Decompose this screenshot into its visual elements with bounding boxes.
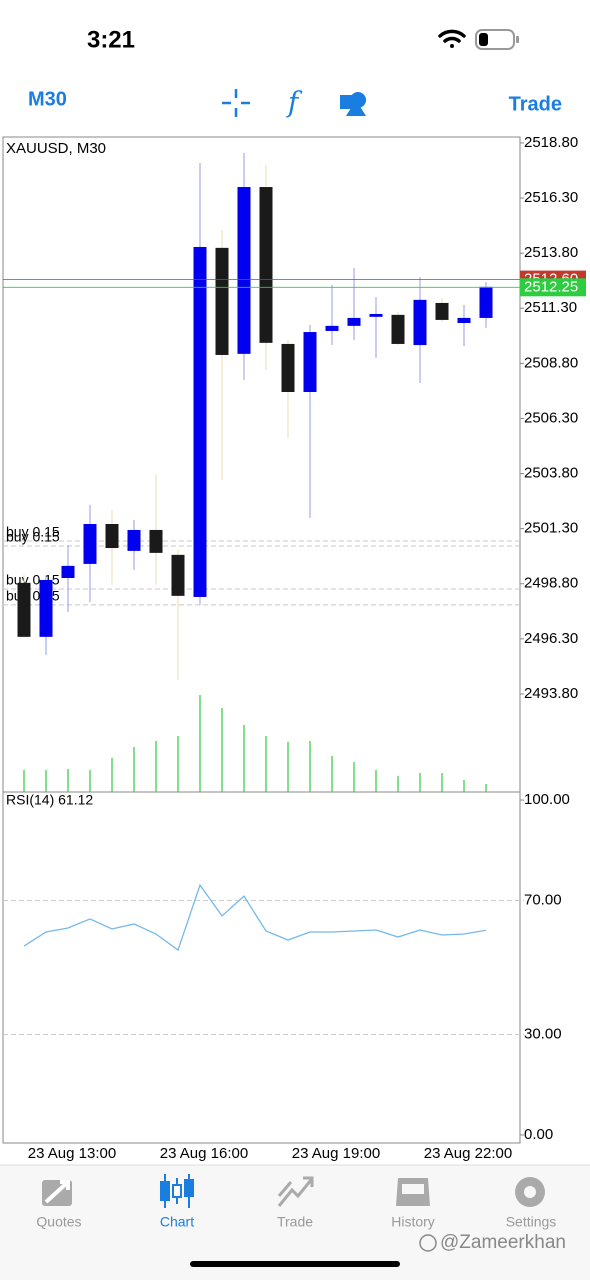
candle-body — [413, 299, 427, 346]
y-tick-label: 2503.80 — [524, 465, 578, 482]
tab-label[interactable]: Trade — [277, 1214, 313, 1230]
tab-label[interactable]: Settings — [506, 1214, 557, 1230]
y-tick-label: 70.00 — [524, 891, 562, 908]
candle-body — [281, 343, 295, 392]
candle-body — [391, 314, 405, 344]
status-time: 3:21 — [87, 26, 135, 53]
order-label: buy 0.15 — [6, 524, 60, 540]
timeframe-button[interactable]: M30 — [28, 88, 67, 110]
history-icon — [396, 1178, 430, 1206]
battery-icon — [475, 29, 519, 50]
candle-body — [127, 529, 141, 551]
candle-body — [259, 187, 273, 343]
candle-body — [457, 317, 471, 324]
crosshair-button[interactable] — [222, 89, 250, 117]
candle-body — [149, 529, 163, 553]
y-tick-label: 2516.30 — [524, 189, 578, 206]
plot: 2518.80 2516.30 2513.80 2511.30 2508.80 2506.… — [3, 134, 586, 1162]
y-tick-label: 2493.80 — [524, 685, 578, 702]
objects-button[interactable] — [340, 92, 366, 116]
x-tick-label: 23 Aug 19:00 — [292, 1145, 380, 1162]
rsi-line — [23, 883, 487, 952]
y-tick-label: 2511.30 — [524, 299, 577, 316]
y-tick-label: 30.00 — [524, 1025, 562, 1042]
settings-icon — [515, 1177, 545, 1207]
order-label: buy 0.15 — [6, 529, 60, 545]
x-tick-label: 23 Aug 22:00 — [424, 1145, 512, 1162]
y-tick-label: 2513.80 — [524, 244, 578, 261]
candle-body — [435, 302, 449, 320]
watermark-icon — [419, 1234, 437, 1252]
watermark: @Zameerkhan — [440, 1232, 566, 1253]
trade-button[interactable]: Trade — [509, 93, 562, 115]
tab-label[interactable]: Chart — [160, 1214, 194, 1230]
wifi-icon — [438, 29, 466, 48]
y-tick-label: 100.00 — [524, 791, 570, 808]
y-tick-label: 2501.30 — [524, 520, 578, 537]
candle-body — [369, 313, 383, 317]
candle-body — [479, 286, 493, 318]
rsi-title: RSI(14) 61.12 — [6, 792, 93, 808]
tab-label[interactable]: Quotes — [36, 1214, 81, 1230]
bid-label-bg — [520, 278, 586, 297]
tab-labels: Quotes Chart Trade History Settings — [36, 1214, 556, 1230]
x-tick-label: 23 Aug 13:00 — [28, 1145, 116, 1162]
chart-icon — [160, 1174, 194, 1208]
candle-body — [83, 524, 97, 564]
bid-label: 2512.25 — [524, 278, 578, 295]
y-tick-label: 2518.80 — [524, 134, 578, 151]
indicators-button[interactable]: f — [286, 86, 303, 119]
candle-body — [303, 332, 317, 392]
candle-body — [347, 317, 361, 326]
candle-body — [61, 565, 75, 579]
candle-body — [215, 247, 229, 355]
candle-body — [39, 579, 53, 637]
trade-icon — [277, 1176, 314, 1207]
y-tick-label: 2496.30 — [524, 630, 578, 647]
y-tick-label: 0.00 — [524, 1126, 553, 1143]
x-tick-label: 23 Aug 16:00 — [160, 1145, 248, 1162]
y-tick-label: 2506.30 — [524, 409, 578, 426]
candle-body — [171, 554, 185, 596]
tab-bar — [0, 1165, 590, 1280]
candle-body — [193, 246, 207, 597]
y-tick-label: 2498.80 — [524, 575, 578, 592]
candle-body — [17, 582, 31, 637]
candle-body — [325, 325, 339, 331]
home-indicator — [190, 1261, 400, 1267]
candle-body — [105, 524, 119, 549]
quotes-icon — [42, 1180, 72, 1206]
candle-body — [237, 187, 251, 354]
tab-label[interactable]: History — [391, 1214, 435, 1230]
y-tick-label: 2508.80 — [524, 354, 578, 371]
chart-title: XAUUSD, M30 — [6, 140, 106, 157]
